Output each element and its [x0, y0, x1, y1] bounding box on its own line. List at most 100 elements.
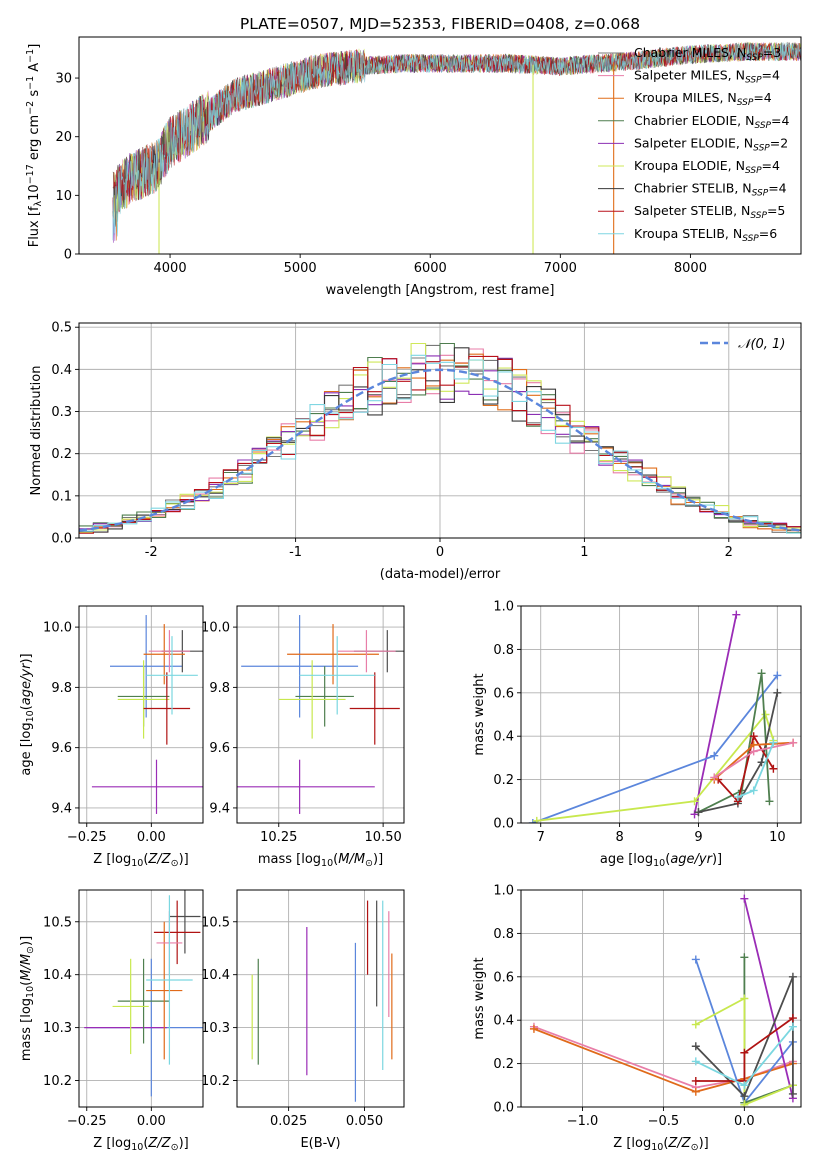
y-tick-label: 0.4 [51, 363, 72, 378]
y-axis-label: Flux [fλ10−17 erg cm−2 s−1 A−1] [25, 44, 44, 248]
x-tick-label: 5000 [284, 261, 317, 276]
legend-label-main: Salpeter STELIB, N [634, 203, 750, 218]
label-part: Z/Z [147, 852, 171, 867]
errorbar-points [237, 615, 404, 814]
spectrum-series-line [112, 42, 801, 241]
weight-series-line [717, 733, 775, 804]
label-part: Flux [f [27, 206, 42, 247]
weight-marker [740, 1100, 749, 1107]
errorbar-point [237, 759, 375, 814]
panel-2: −0.25 0.009.49.69.810.0Z [log10(Z/Z⊙)]age… [19, 605, 204, 869]
weight-marker [749, 732, 758, 741]
y-tick-label: 0.6 [493, 970, 514, 985]
label-part: age [log [19, 722, 34, 775]
x-axis-label: E(B-V) [300, 1136, 340, 1151]
errorbar-points [91, 615, 203, 814]
y-tick-label: 10.2 [43, 1074, 72, 1089]
weight-marker [691, 955, 700, 964]
weight-marker [710, 751, 719, 760]
label-part: 10 [27, 184, 42, 201]
legend-label: Salpeter ELODIE, NSSP=2 [634, 135, 788, 153]
errorbar-point [110, 615, 183, 718]
x-tick-label: 0.050 [346, 1114, 383, 1129]
legend-label-main: Kroupa STELIB, N [634, 226, 742, 241]
errorbar-point [91, 759, 203, 814]
weight-marker [788, 1089, 797, 1098]
x-tick-label: 2 [725, 545, 733, 560]
weight-marker [740, 1048, 749, 1057]
label-part: M/M [338, 852, 365, 867]
errorbar-points [84, 890, 203, 1097]
label-part: ] [27, 44, 42, 49]
weight-marker [749, 786, 758, 795]
weight-marker [788, 972, 797, 981]
x-tick-label: −1.0 [567, 1114, 599, 1129]
y-tick-label: 0.8 [493, 643, 514, 658]
label-part: Z [log [93, 852, 131, 867]
y-tick-label: 0.5 [51, 321, 72, 336]
label-part: )] [373, 852, 383, 867]
x-tick-label: 10 [769, 830, 786, 845]
weight-series-line [533, 1025, 794, 1089]
y-tick-label: 0.4 [493, 1014, 514, 1029]
legend-label-main: Salpeter MILES, N [634, 68, 745, 83]
axes-frame [78, 36, 802, 255]
x-tick-label: 4000 [154, 261, 187, 276]
y-axis-label: mass weight [472, 957, 487, 1039]
y-axis-label: age [log10(age/yr)] [19, 653, 36, 775]
x-axis-label: Z [log10(Z/Z⊙)] [93, 1136, 188, 1153]
label-part: erg cm [27, 115, 42, 164]
legend-label-sub: SSP [745, 76, 762, 86]
errorbar-point [112, 958, 149, 1055]
y-tick-label: 10.2 [201, 1074, 230, 1089]
label-part: age/yr [19, 662, 34, 705]
label-part: M/M [19, 954, 34, 981]
weight-marker [532, 816, 541, 823]
y-tick-label: 0.2 [493, 1057, 514, 1072]
label-part: ⊙ [171, 858, 179, 869]
y-tick-label: 1.0 [493, 884, 514, 899]
legend-label-main: Kroupa MILES, N [634, 90, 737, 105]
errorbar-point [295, 666, 354, 727]
errorbar-point [117, 958, 170, 1044]
y-tick-label: 9.6 [209, 741, 230, 756]
legend-label-main: Kroupa ELODIE, N [634, 158, 745, 173]
x-tick-label: 0.0 [734, 1114, 755, 1129]
legend-label-sub: SSP [750, 211, 767, 221]
x-tick-label: -1 [289, 545, 302, 560]
x-axis-label: mass [log10(M/M⊙)] [258, 852, 383, 869]
weight-marker [740, 953, 749, 962]
legend-label-main: Salpeter ELODIE, N [634, 135, 753, 150]
errorbar-point [287, 624, 379, 685]
legend-label-tail: =4 [771, 113, 789, 128]
weight-marker [710, 773, 719, 782]
legend-label-main: Chabrier STELIB, N [634, 181, 752, 196]
label-part: ( [143, 1136, 148, 1151]
weight-series-line [693, 614, 738, 815]
legend-label: Chabrier STELIB, NSSP=4 [634, 181, 787, 199]
label-part: ( [663, 1136, 668, 1151]
weight-series [528, 610, 798, 823]
y-tick-label: 30 [55, 72, 72, 87]
y-tick-label: 0.4 [493, 730, 514, 745]
legend-label-tail: =4 [753, 90, 771, 105]
label-part: age/yr [670, 852, 713, 867]
errorbar-point [153, 900, 201, 965]
label-part: A [27, 63, 42, 76]
y-tick-label: 0.2 [51, 447, 72, 462]
y-tick-label: 0 [64, 248, 72, 263]
legend-label-sub: SSP [737, 98, 754, 108]
y-tick-label: 10.3 [43, 1021, 72, 1036]
y-tick-label: 10.0 [43, 621, 72, 636]
legend-label: Kroupa STELIB, NSSP=6 [634, 226, 777, 244]
y-tick-label: 10.5 [201, 915, 230, 930]
legend-label: Kroupa ELODIE, NSSP=4 [634, 158, 780, 176]
weight-marker [788, 1022, 797, 1031]
errorbar-point [148, 630, 191, 673]
legend-label-sub: SSP [752, 189, 769, 199]
weight-marker [769, 738, 778, 747]
x-tick-label: 8000 [674, 261, 707, 276]
label-part: −2 [25, 101, 36, 115]
